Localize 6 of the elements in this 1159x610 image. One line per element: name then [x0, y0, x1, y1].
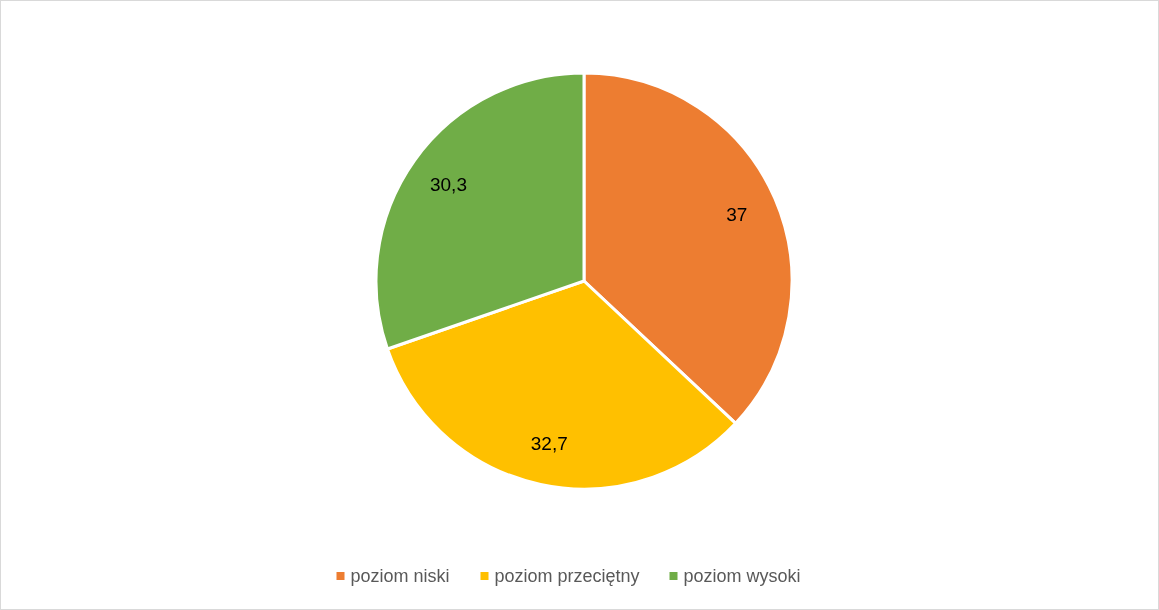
data-label: 30,3 — [429, 173, 467, 195]
legend-label: poziom niski — [350, 566, 450, 586]
data-label: 37 — [726, 204, 748, 226]
legend-label: poziom przeciętny — [494, 566, 640, 586]
data-label: 32,7 — [530, 433, 568, 455]
legend-label: poziom wysoki — [683, 566, 801, 586]
